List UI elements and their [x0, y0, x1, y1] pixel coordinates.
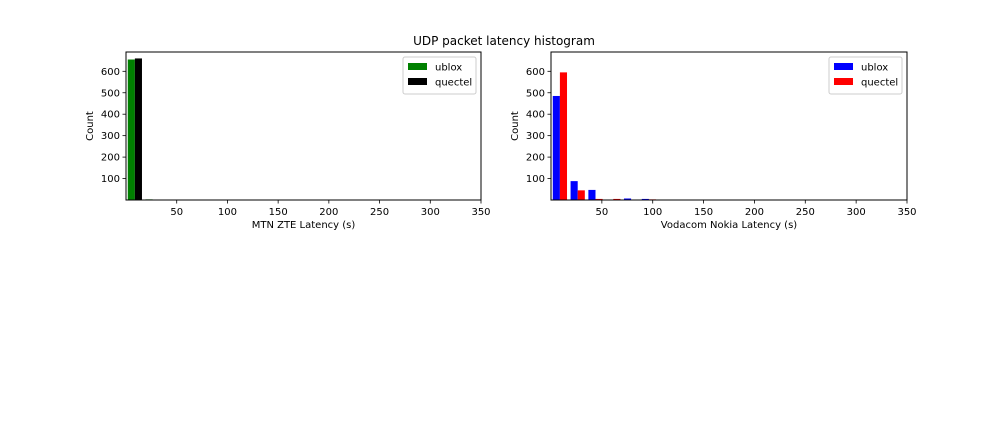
- bar-quectel-bin-0: [134, 58, 142, 200]
- x-tick-label: 250: [370, 207, 389, 218]
- legend-swatch-quectel: [834, 78, 853, 85]
- x-axis-label: Vodacom Nokia Latency (s): [661, 220, 797, 231]
- x-tick-label: 200: [319, 207, 338, 218]
- bar-ublox-bin-0: [552, 95, 560, 200]
- x-tick-label: 100: [643, 207, 662, 218]
- x-tick-label: 200: [745, 207, 764, 218]
- axes-frame: [550, 51, 908, 201]
- legend-label-quectel: quectel: [861, 78, 898, 89]
- legend-swatch-ublox: [408, 63, 427, 70]
- bar-ublox-bin-4: [623, 198, 632, 200]
- y-tick-label: 100: [526, 174, 545, 185]
- bar-ublox-bin-5: [641, 198, 649, 200]
- legend-swatch-quectel: [408, 78, 427, 85]
- figure-title: UDP packet latency histogram: [413, 34, 595, 48]
- legend-label-ublox: ublox: [861, 63, 888, 74]
- x-tick-label: 300: [847, 207, 866, 218]
- y-tick-label: 200: [526, 153, 545, 164]
- y-tick-label: 600: [526, 67, 545, 78]
- x-tick-label: 100: [218, 207, 237, 218]
- y-tick-label: 600: [101, 67, 120, 78]
- chart-panel-mtn: 50 100 150 200 250 300 350 100 200 300 400 500 600 MT…: [85, 51, 491, 231]
- x-tick-label: 150: [694, 207, 713, 218]
- chart-panel-vodacom: 50 100 150 200 250 300 350 100 200 300 400 500 600 Vo…: [510, 51, 917, 231]
- y-tick-label: 500: [526, 88, 545, 99]
- x-tick-label: 250: [796, 207, 815, 218]
- y-axis-label: Count: [510, 111, 521, 141]
- y-axis-label: Count: [85, 111, 96, 141]
- y-tick-label: 300: [101, 131, 120, 142]
- legend-label-ublox: ublox: [435, 63, 462, 74]
- legend-swatch-ublox: [834, 63, 853, 70]
- y-tick-label: 400: [101, 110, 120, 121]
- y-tick-label: 500: [101, 88, 120, 99]
- bar-quectel-bin-3: [613, 198, 621, 200]
- y-tick-label: 200: [101, 153, 120, 164]
- bar-quectel-bin-1: [577, 190, 585, 200]
- y-tick-label: 400: [526, 110, 545, 121]
- x-tick-label: 50: [170, 207, 183, 218]
- bar-ublox-bin-1: [570, 181, 578, 200]
- bar-quectel-bin-2: [595, 198, 603, 200]
- y-tick-label: 100: [101, 174, 120, 185]
- legend: ublox quectel: [828, 56, 903, 95]
- x-tick-label: 150: [269, 207, 288, 218]
- x-tick-label: 50: [595, 207, 608, 218]
- legend: ublox quectel: [402, 56, 477, 95]
- legend-label-quectel: quectel: [435, 78, 472, 89]
- x-tick-label: 350: [471, 207, 490, 218]
- bar-quectel-bin-0: [559, 72, 568, 200]
- bar-ublox-bin-2: [588, 189, 596, 200]
- x-tick-label: 300: [421, 207, 440, 218]
- bar-ublox-bin-0: [127, 59, 135, 200]
- x-axis-label: MTN ZTE Latency (s): [252, 220, 356, 231]
- y-tick-label: 300: [526, 131, 545, 142]
- axes-frame: [125, 51, 482, 201]
- x-tick-label: 350: [897, 207, 916, 218]
